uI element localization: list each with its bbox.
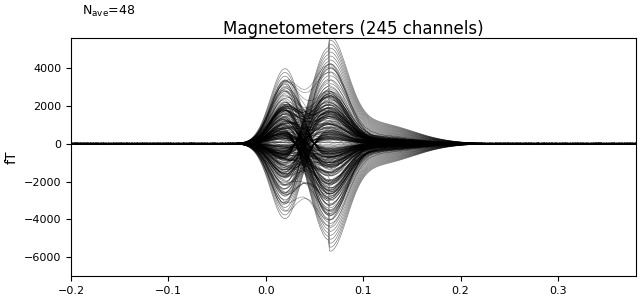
- Y-axis label: fT: fT: [4, 150, 18, 164]
- Title: Magnetometers (245 channels): Magnetometers (245 channels): [223, 20, 484, 38]
- Text: $\mathregular{N_{ave}}$=48: $\mathregular{N_{ave}}$=48: [83, 4, 136, 19]
